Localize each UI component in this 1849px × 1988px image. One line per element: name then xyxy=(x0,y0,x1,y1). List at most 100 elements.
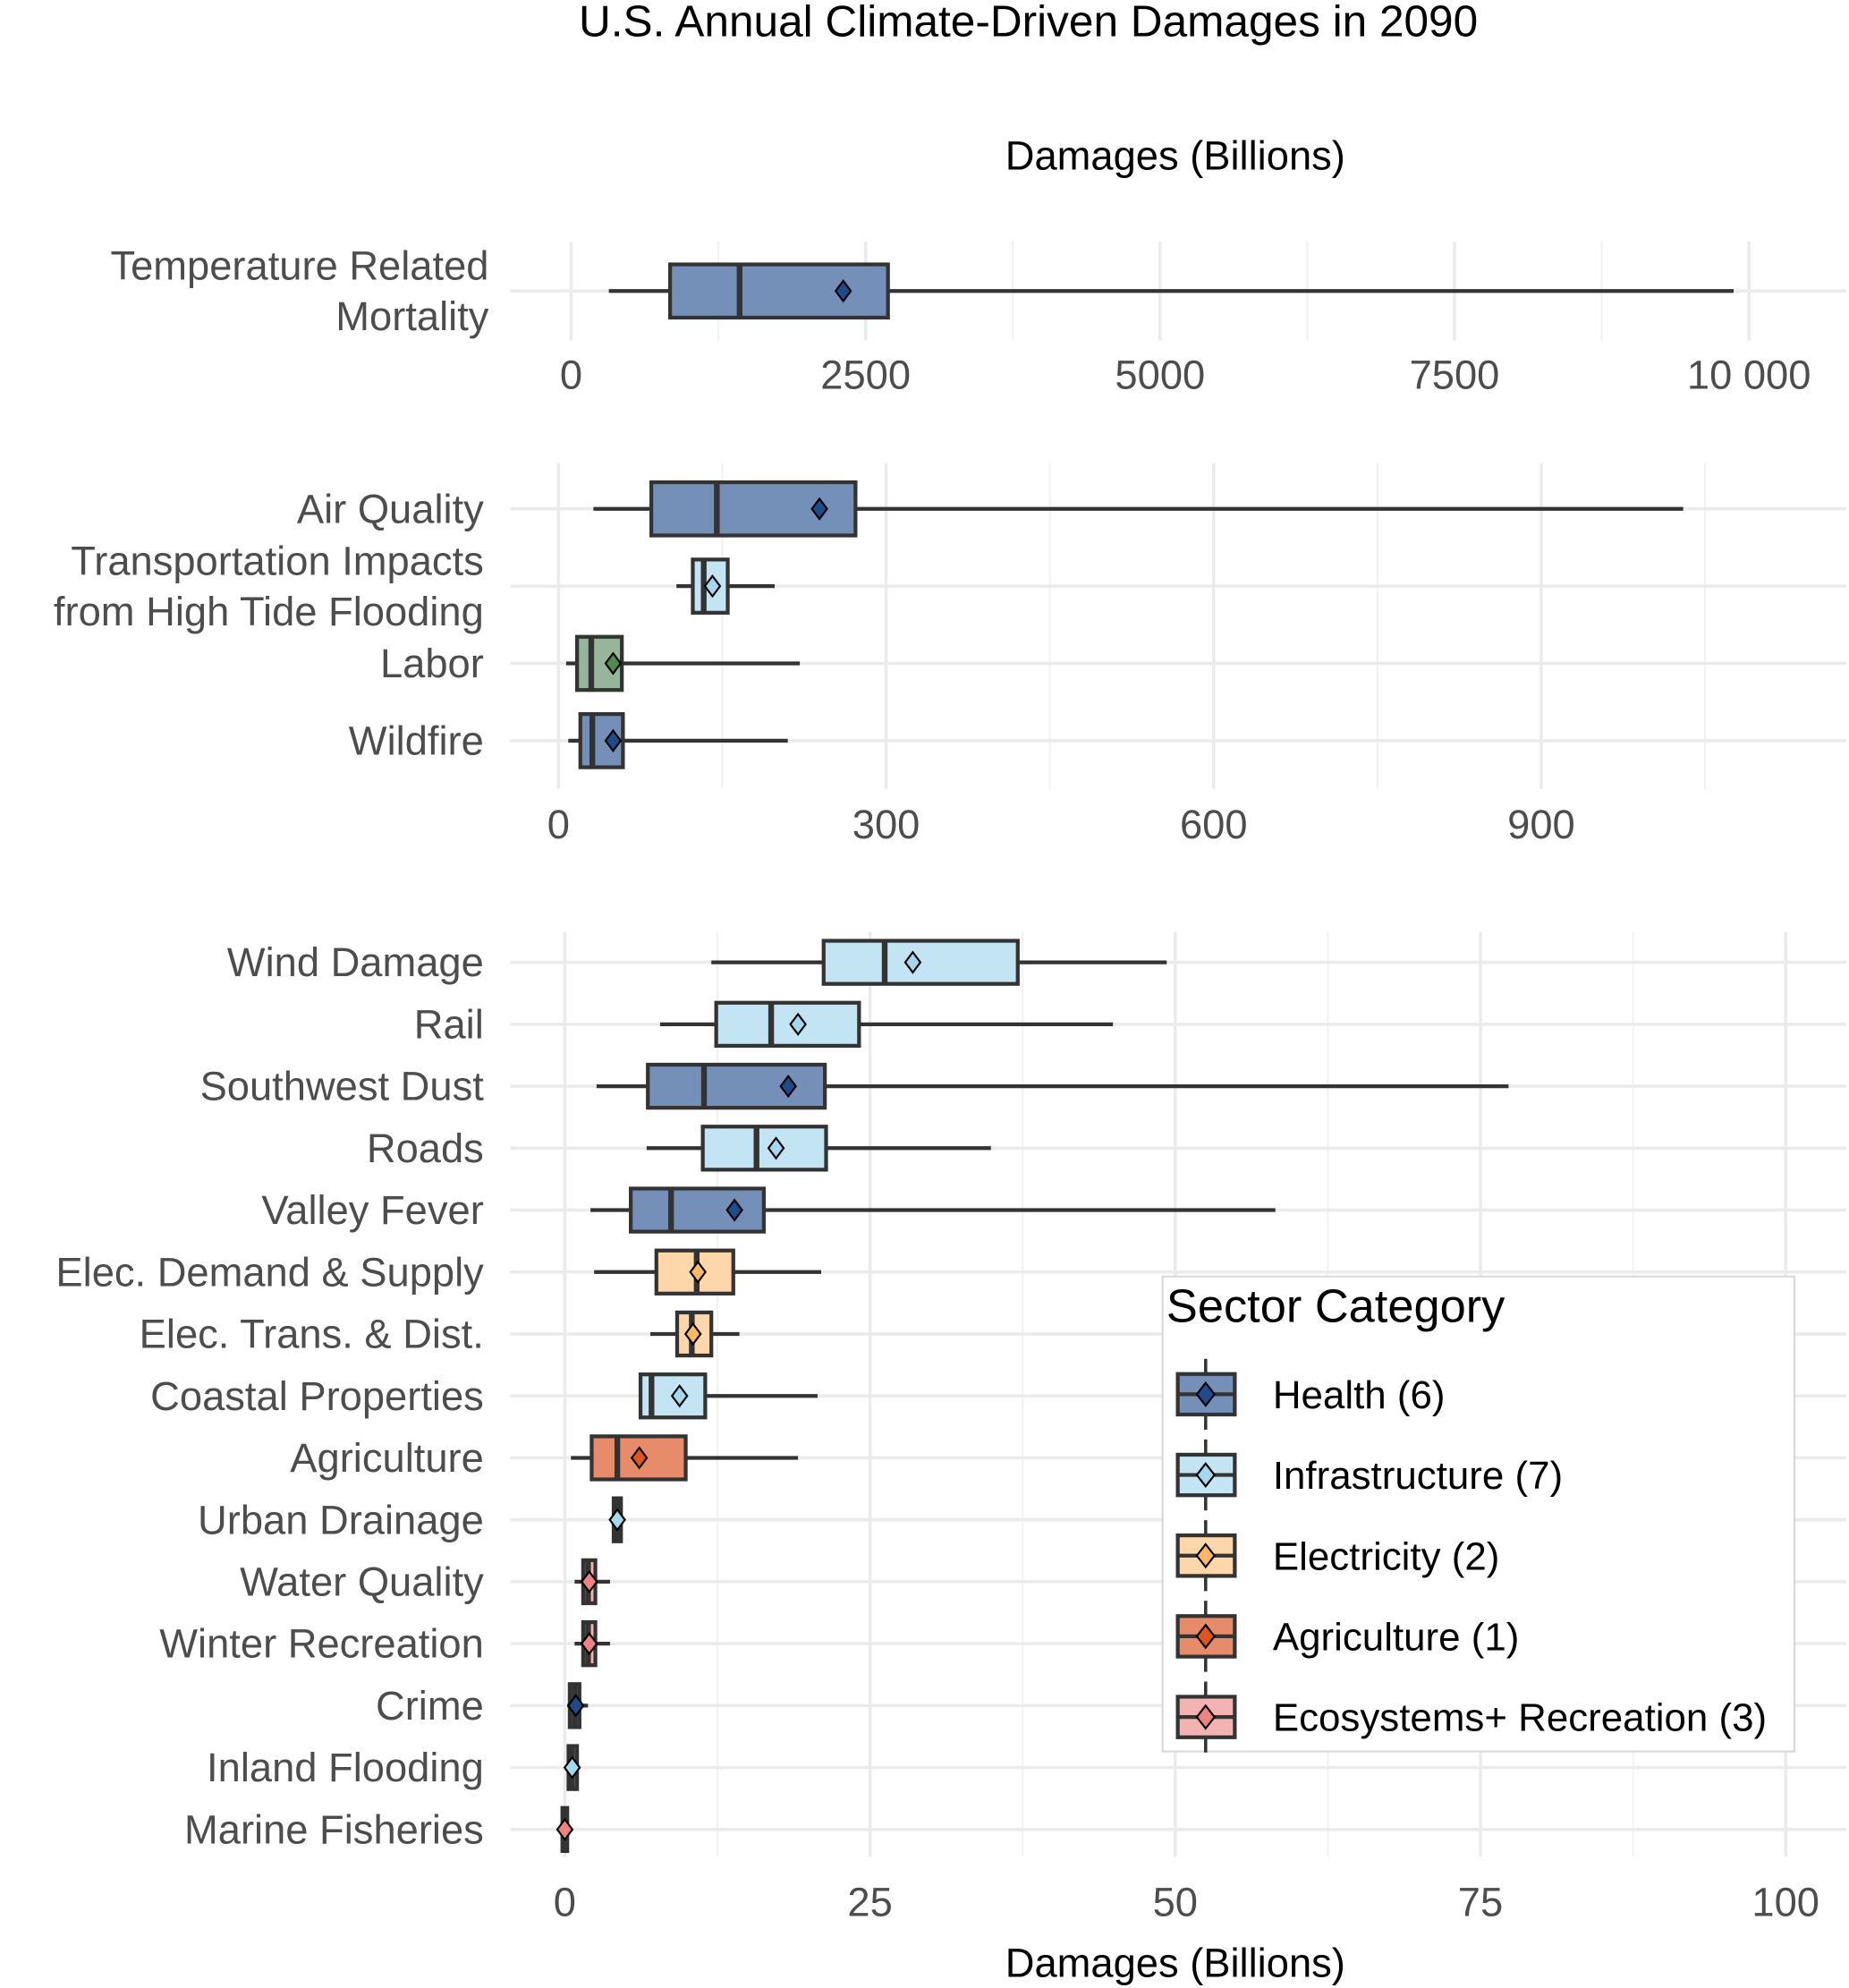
legend-item-label: Ecosystems+ Recreation (3) xyxy=(1273,1696,1767,1740)
legend-item-label: Agriculture (1) xyxy=(1273,1616,1520,1660)
y-tick-label-line: Labor xyxy=(380,641,484,686)
mean-diamond xyxy=(566,1694,585,1718)
legend-title: Sector Category xyxy=(1166,1281,1505,1333)
x-tick-label: 75 xyxy=(1458,1880,1503,1925)
box-urban-drainage xyxy=(608,1496,626,1543)
y-tick-label-line: Elec. Demand & Supply xyxy=(55,1249,484,1295)
mean-diamond xyxy=(580,1632,598,1656)
mean-diamond xyxy=(903,950,922,974)
mean-diamond xyxy=(630,1446,649,1470)
box-wildfire xyxy=(568,711,788,769)
legend-item-health: Health (6) xyxy=(1175,1358,1446,1431)
y-tick-label: Agriculture xyxy=(290,1435,484,1481)
y-tick-label-line: Water Quality xyxy=(240,1559,484,1604)
legend-item-label: Health (6) xyxy=(1273,1373,1446,1417)
box-elec-demand-supply xyxy=(594,1248,822,1296)
y-tick-label: Winter Recreation xyxy=(159,1621,484,1667)
mean-diamond xyxy=(725,1198,743,1222)
mean-diamond xyxy=(604,728,623,752)
y-tick-label-line: Valley Fever xyxy=(261,1187,483,1233)
box-air-quality xyxy=(593,480,1684,538)
y-tick-label-line: Crime xyxy=(376,1683,484,1729)
x-tick-label: 7500 xyxy=(1410,352,1500,397)
x-tick-label: 900 xyxy=(1507,802,1575,847)
y-tick-label: Elec. Trans. & Dist. xyxy=(140,1312,484,1357)
box-roads xyxy=(646,1125,991,1172)
box-crime xyxy=(566,1682,589,1729)
legend-item-infrastructure: Infrastructure (7) xyxy=(1175,1439,1563,1511)
y-tick-label-line: Winter Recreation xyxy=(159,1621,484,1667)
y-tick-label-line: from High Tide Flooding xyxy=(54,589,484,634)
y-tick-label: Crime xyxy=(376,1683,484,1729)
y-tick-label-line: Elec. Trans. & Dist. xyxy=(140,1312,484,1357)
y-tick-label-line: Agriculture xyxy=(290,1435,484,1481)
mean-diamond xyxy=(834,279,852,303)
y-tick-label-line: Rail xyxy=(414,1001,484,1047)
x-tick-label: 0 xyxy=(554,1880,576,1925)
y-tick-label-line: Air Quality xyxy=(297,486,484,531)
box-marine-fisheries xyxy=(556,1805,574,1854)
y-tick-label: Rail xyxy=(414,1001,484,1047)
mean-diamond xyxy=(689,1260,708,1284)
legend-frame xyxy=(1161,1275,1796,1753)
y-tick-label: Valley Fever xyxy=(261,1187,483,1233)
chart-title: U.S. Annual Climate-Driven Damages in 20… xyxy=(579,0,1478,47)
y-tick-label: Temperature Related Mortality xyxy=(110,243,488,340)
y-tick-label-line: Inland Flooding xyxy=(207,1745,484,1790)
legend: Sector Category Health (6) Infrastructure… xyxy=(1161,1275,1796,1753)
x-tick-label: 100 xyxy=(1751,1880,1819,1925)
legend-item-label: Infrastructure (7) xyxy=(1273,1454,1563,1498)
iqr-box xyxy=(667,262,890,320)
mean-diamond xyxy=(556,1817,574,1841)
box-water-quality xyxy=(574,1558,610,1606)
mean-diamond xyxy=(703,574,722,599)
panel-1: 0 2500 5000 7500 10 000 Temperature Related Mo… xyxy=(110,242,1847,397)
iqr-box xyxy=(700,1125,828,1172)
mean-diamond xyxy=(670,1384,689,1408)
x-tick-label: 2500 xyxy=(820,352,911,397)
box-inland-flooding xyxy=(563,1744,581,1791)
box-winter-recreation xyxy=(574,1619,610,1668)
y-tick-label: Water Quality xyxy=(240,1559,484,1604)
mean-diamond xyxy=(580,1569,598,1594)
x-tick-label: 25 xyxy=(847,1880,892,1925)
legend-key-diamond xyxy=(1195,1381,1217,1407)
box-coastal-properties xyxy=(638,1372,818,1420)
bottom-axis-title: Damages (Billions) xyxy=(1005,1941,1345,1986)
x-tick-label: 600 xyxy=(1180,802,1248,847)
x-tick-label: 0 xyxy=(547,802,570,847)
y-tick-label: Labor xyxy=(380,641,484,686)
panel-2: 0 300 600 900 Air Quality Transportation Impa… xyxy=(54,463,1847,847)
y-tick-label-line: Coastal Properties xyxy=(150,1373,484,1419)
x-tick-label: 5000 xyxy=(1115,352,1205,397)
y-tick-label: Marine Fisheries xyxy=(184,1806,484,1852)
y-tick-label: Transportation Impacts from High Tide Flo… xyxy=(54,538,484,634)
y-tick-label-line: Wind Damage xyxy=(227,939,484,985)
box-agriculture xyxy=(571,1434,799,1482)
mean-diamond xyxy=(563,1755,581,1780)
legend-item-agriculture: Agriculture (1) xyxy=(1175,1601,1520,1672)
legend-item-label: Electricity (2) xyxy=(1273,1534,1500,1578)
mean-diamond xyxy=(789,1012,807,1036)
box-wind-damage xyxy=(711,939,1167,986)
box-labor xyxy=(565,634,801,692)
box-rail xyxy=(659,1000,1114,1049)
y-tick-label-line: Southwest Dust xyxy=(200,1064,485,1109)
legend-key-diamond xyxy=(1195,1542,1217,1569)
y-tick-label-line: Mortality xyxy=(335,293,488,339)
box-valley-fever xyxy=(590,1186,1276,1234)
y-tick-label: Air Quality xyxy=(297,486,484,531)
panel1-top-axis-title: Damages (Billions) xyxy=(1005,132,1345,178)
y-tick-label-line: Marine Fisheries xyxy=(184,1806,484,1852)
x-tick-label: 300 xyxy=(852,802,920,847)
x-tick-label: 0 xyxy=(560,352,582,397)
legend-key-diamond xyxy=(1195,1623,1217,1650)
box-southwest-dust xyxy=(596,1062,1509,1110)
y-tick-label: Southwest Dust xyxy=(200,1064,485,1109)
y-tick-label-line: Roads xyxy=(367,1126,484,1171)
y-tick-label-line: Transportation Impacts xyxy=(71,538,484,583)
y-tick-label-line: Urban Drainage xyxy=(198,1497,484,1542)
mean-diamond xyxy=(767,1136,785,1160)
y-tick-label: Inland Flooding xyxy=(207,1745,484,1790)
